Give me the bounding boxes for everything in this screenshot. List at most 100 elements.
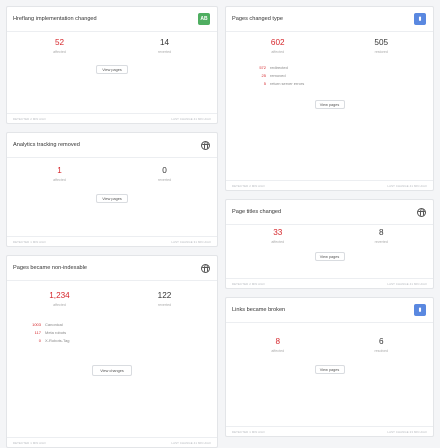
last-change-time: LAST CHANGE 41 MIN AGO xyxy=(171,116,211,121)
last-change-time: LAST CHANGE 23 MIN AGO xyxy=(387,429,427,434)
right-column: Pages changed type ▮ 602 affected 505 re… xyxy=(225,6,434,445)
card-header: Hreflang implementation changed AB xyxy=(7,7,217,32)
metric-reverted: 0 reverted xyxy=(112,166,217,182)
alert-card-pages-changed-type: Pages changed type ▮ 602 affected 505 re… xyxy=(225,6,434,191)
card-body: 1,234 affected 122 reverted 1003 Canonica… xyxy=(7,281,217,376)
metric-value: 505 xyxy=(374,38,389,47)
card-header: Pages changed type ▮ xyxy=(226,7,433,32)
alert-card-analytics: Analytics tracking removed 1 affected 0 … xyxy=(6,132,218,247)
metric-label: affected xyxy=(53,178,66,182)
card-title: Analytics tracking removed xyxy=(13,142,80,148)
view-pages-button[interactable]: View pages xyxy=(314,100,345,109)
globe-icon xyxy=(201,140,210,150)
last-change-time: LAST CHANGE 41 MIN AGO xyxy=(171,440,211,445)
metric-value: 602 xyxy=(270,38,285,47)
card-footer: DETECTED 2 MIN AGO LAST CHANGE 41 MIN AG… xyxy=(226,278,433,288)
metric-label: resolved xyxy=(374,349,389,353)
card-title: Links became broken xyxy=(232,307,286,313)
globe-icon xyxy=(201,263,210,273)
detected-time: DETECTED 1 MIN AGO xyxy=(232,429,265,434)
metric-label: restored xyxy=(374,50,388,54)
card-body: 1 affected 0 reverted View pages xyxy=(7,158,217,203)
alert-card-page-titles: Page titles changed 33 affected 8 revert… xyxy=(225,199,434,289)
card-footer: DETECTED 1 MIN AGO LAST CHANGE 23 MIN AG… xyxy=(226,426,433,436)
metric-value: 6 xyxy=(378,337,384,346)
card-header: Pages became non-indexable xyxy=(7,256,217,281)
metrics: 52 affected 14 reverted xyxy=(7,32,217,54)
breakdown-row: 1003 Canonical xyxy=(32,322,63,327)
detected-time: DETECTED 2 MIN AGO xyxy=(232,281,265,286)
card-footer: DETECTED 2 MIN AGO LAST CHANGE 41 MIN AG… xyxy=(7,113,217,123)
alert-card-hreflang: Hreflang implementation changed AB 52 af… xyxy=(6,6,218,124)
alert-card-non-indexable: Pages became non-indexable 1,234 affecte… xyxy=(6,255,218,448)
metric-affected: 8 affected xyxy=(226,337,330,353)
metric-label: affected xyxy=(271,240,285,244)
breakdown-row: 5 return server errors xyxy=(263,81,305,86)
view-changes-button[interactable]: View changes xyxy=(92,365,132,376)
metric-value: 1,234 xyxy=(49,291,70,300)
card-title: Pages changed type xyxy=(232,16,284,22)
detected-time: DETECTED 2 MIN AGO xyxy=(13,116,46,121)
view-pages-button[interactable]: View pages xyxy=(96,194,128,203)
metric-value: 0 xyxy=(162,166,167,175)
last-change-time: LAST CHANGE 41 MIN AGO xyxy=(387,281,427,286)
metric-value: 122 xyxy=(157,291,172,300)
alert-card-links-broken: Links became broken ▮ 8 affected 6 resol… xyxy=(225,297,434,437)
metric-label: affected xyxy=(271,50,285,54)
card-body: 8 affected 6 resolved View pages xyxy=(226,323,433,374)
metric-reverted: 8 reverted xyxy=(330,228,434,244)
metrics: 602 affected 505 restored xyxy=(226,32,433,54)
metric-value: 52 xyxy=(54,38,65,47)
metric-value: 1 xyxy=(57,166,62,175)
card-body: 33 affected 8 reverted View pages xyxy=(226,225,433,261)
card-body: 602 affected 505 restored 572 redirected … xyxy=(226,32,433,109)
document-icon: ▮ xyxy=(414,13,426,25)
document-icon: ▮ xyxy=(414,304,426,316)
metric-reverted: 14 reverted xyxy=(112,38,217,54)
card-footer: DETECTED 2 MIN AGO LAST CHANGE 41 MIN AG… xyxy=(226,180,433,190)
metric-value: 8 xyxy=(275,337,281,346)
view-pages-button[interactable]: View pages xyxy=(314,252,345,261)
metrics: 8 affected 6 resolved xyxy=(226,323,433,353)
card-footer: DETECTED 1 MIN AGO LAST CHANGE 41 MIN AG… xyxy=(7,437,217,447)
metrics: 1 affected 0 reverted xyxy=(7,158,217,182)
detected-time: DETECTED 1 MIN AGO xyxy=(13,239,46,244)
metric-affected: 1 affected xyxy=(7,166,112,182)
card-title: Hreflang implementation changed xyxy=(13,16,97,22)
metric-label: affected xyxy=(53,303,66,307)
last-change-time: LAST CHANGE 31 MIN AGO xyxy=(171,239,211,244)
ab-test-icon: AB xyxy=(198,13,210,25)
metrics: 1,234 affected 122 reverted xyxy=(7,281,217,307)
metric-label: reverted xyxy=(157,178,172,182)
last-change-time: LAST CHANGE 41 MIN AGO xyxy=(387,183,427,188)
card-header: Links became broken ▮ xyxy=(226,298,433,323)
metric-resolved: 6 resolved xyxy=(330,337,434,353)
breakdown-row: 117 Meta robots xyxy=(34,330,67,335)
globe-icon xyxy=(417,207,426,217)
card-body: 52 affected 14 reverted View pages xyxy=(7,32,217,74)
detected-time: DETECTED 2 MIN AGO xyxy=(232,183,265,188)
metric-label: reverted xyxy=(374,240,388,244)
breakdown-list: 1003 Canonical 117 Meta robots 0 X-Robots-T… xyxy=(7,321,217,345)
metric-value: 14 xyxy=(159,38,170,47)
breakdown-row: 572 redirected xyxy=(259,65,288,70)
left-column: Hreflang implementation changed AB 52 af… xyxy=(6,6,218,448)
card-header: Analytics tracking removed xyxy=(7,133,217,158)
metric-value: 8 xyxy=(378,228,384,237)
metric-label: affected xyxy=(271,349,285,353)
metric-affected: 1,234 affected xyxy=(7,291,112,307)
detected-time: DETECTED 1 MIN AGO xyxy=(13,440,46,445)
metric-affected: 33 affected xyxy=(226,228,330,244)
metric-restored: 505 restored xyxy=(330,38,434,54)
metric-affected: 602 affected xyxy=(226,38,330,54)
breakdown-row: 0 X-Robots-Tag xyxy=(38,338,70,343)
view-pages-button[interactable]: View pages xyxy=(96,65,128,74)
metric-affected: 52 affected xyxy=(7,38,112,54)
metric-label: affected xyxy=(53,50,66,54)
metric-reverted: 122 reverted xyxy=(112,291,217,307)
view-pages-button[interactable]: View pages xyxy=(314,365,345,374)
metric-label: reverted xyxy=(157,303,172,307)
breakdown-list: 572 redirected 25 removed 5 return server e… xyxy=(226,64,433,88)
card-title: Page titles changed xyxy=(232,209,282,215)
card-header: Page titles changed xyxy=(226,200,433,225)
